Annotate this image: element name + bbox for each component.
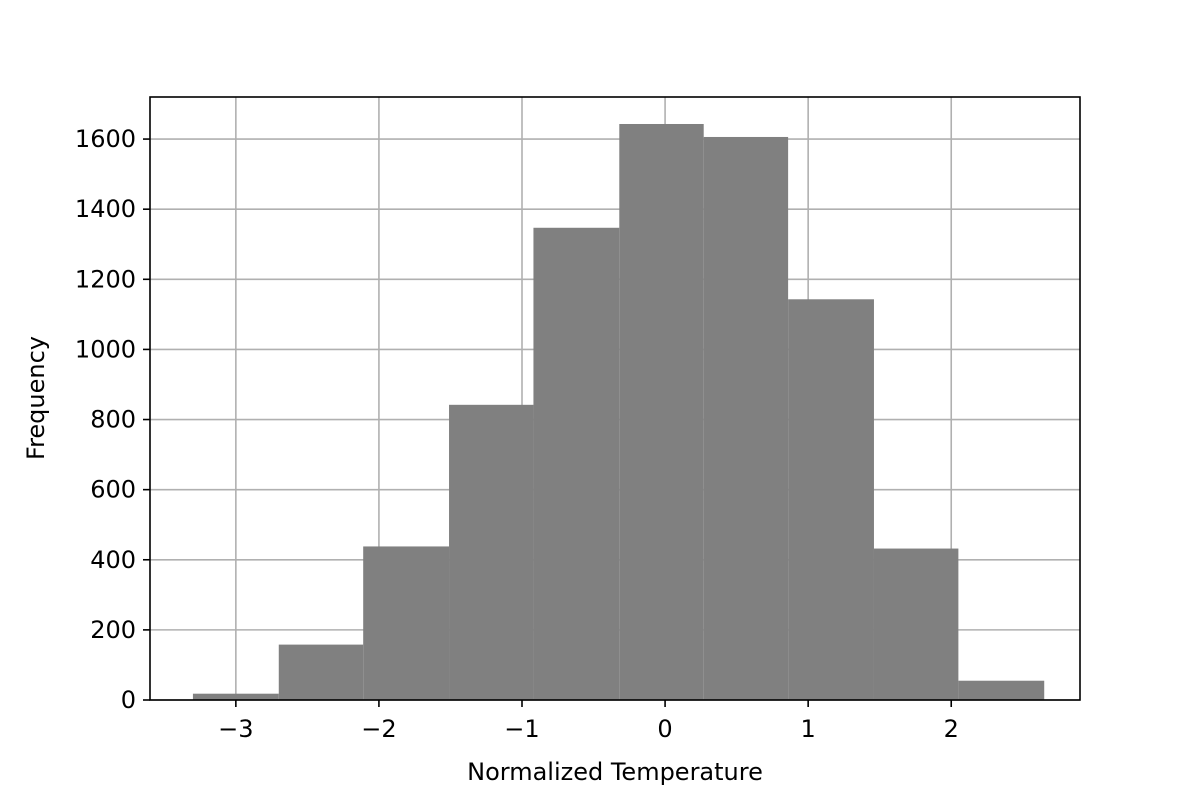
x-tick-label: −2	[361, 715, 396, 743]
histogram-bar-7	[703, 136, 789, 700]
y-tick-label: 400	[90, 546, 136, 574]
x-tick-label: −3	[218, 715, 253, 743]
x-tick-label: 2	[944, 715, 959, 743]
y-tick-label: 1200	[75, 265, 136, 293]
y-tick-label: 200	[90, 616, 136, 644]
ticks-layer: −3 −2 −1 0 1 2 0 200 400 600 800 1000 1200 1400 1600	[75, 125, 959, 743]
x-tick-label: 1	[801, 715, 816, 743]
histogram-bar-9	[873, 548, 959, 700]
x-axis-label: Normalized Temperature	[467, 758, 763, 786]
y-tick-label: 1600	[75, 125, 136, 153]
y-tick-label: 1000	[75, 335, 136, 363]
histogram-bar-10	[958, 680, 1045, 700]
bars-layer	[192, 123, 1045, 701]
histogram-bar-3	[363, 546, 450, 700]
histogram-bar-6	[619, 123, 704, 701]
histogram-bar-8	[788, 299, 874, 700]
plot-frame	[149, 96, 1081, 701]
y-tick-label: 800	[90, 406, 136, 434]
histogram-bar-2	[278, 644, 364, 700]
y-tick-label: 600	[90, 476, 136, 504]
histogram-bar-1	[192, 693, 279, 700]
y-tick-label: 0	[121, 686, 136, 714]
y-tick-label: 1400	[75, 195, 136, 223]
y-axis-label: Frequency	[22, 336, 50, 460]
x-tick-label: 0	[657, 715, 672, 743]
histogram-bar-5	[533, 227, 620, 701]
histogram-bar-4	[449, 404, 534, 700]
x-tick-label: −1	[504, 715, 539, 743]
